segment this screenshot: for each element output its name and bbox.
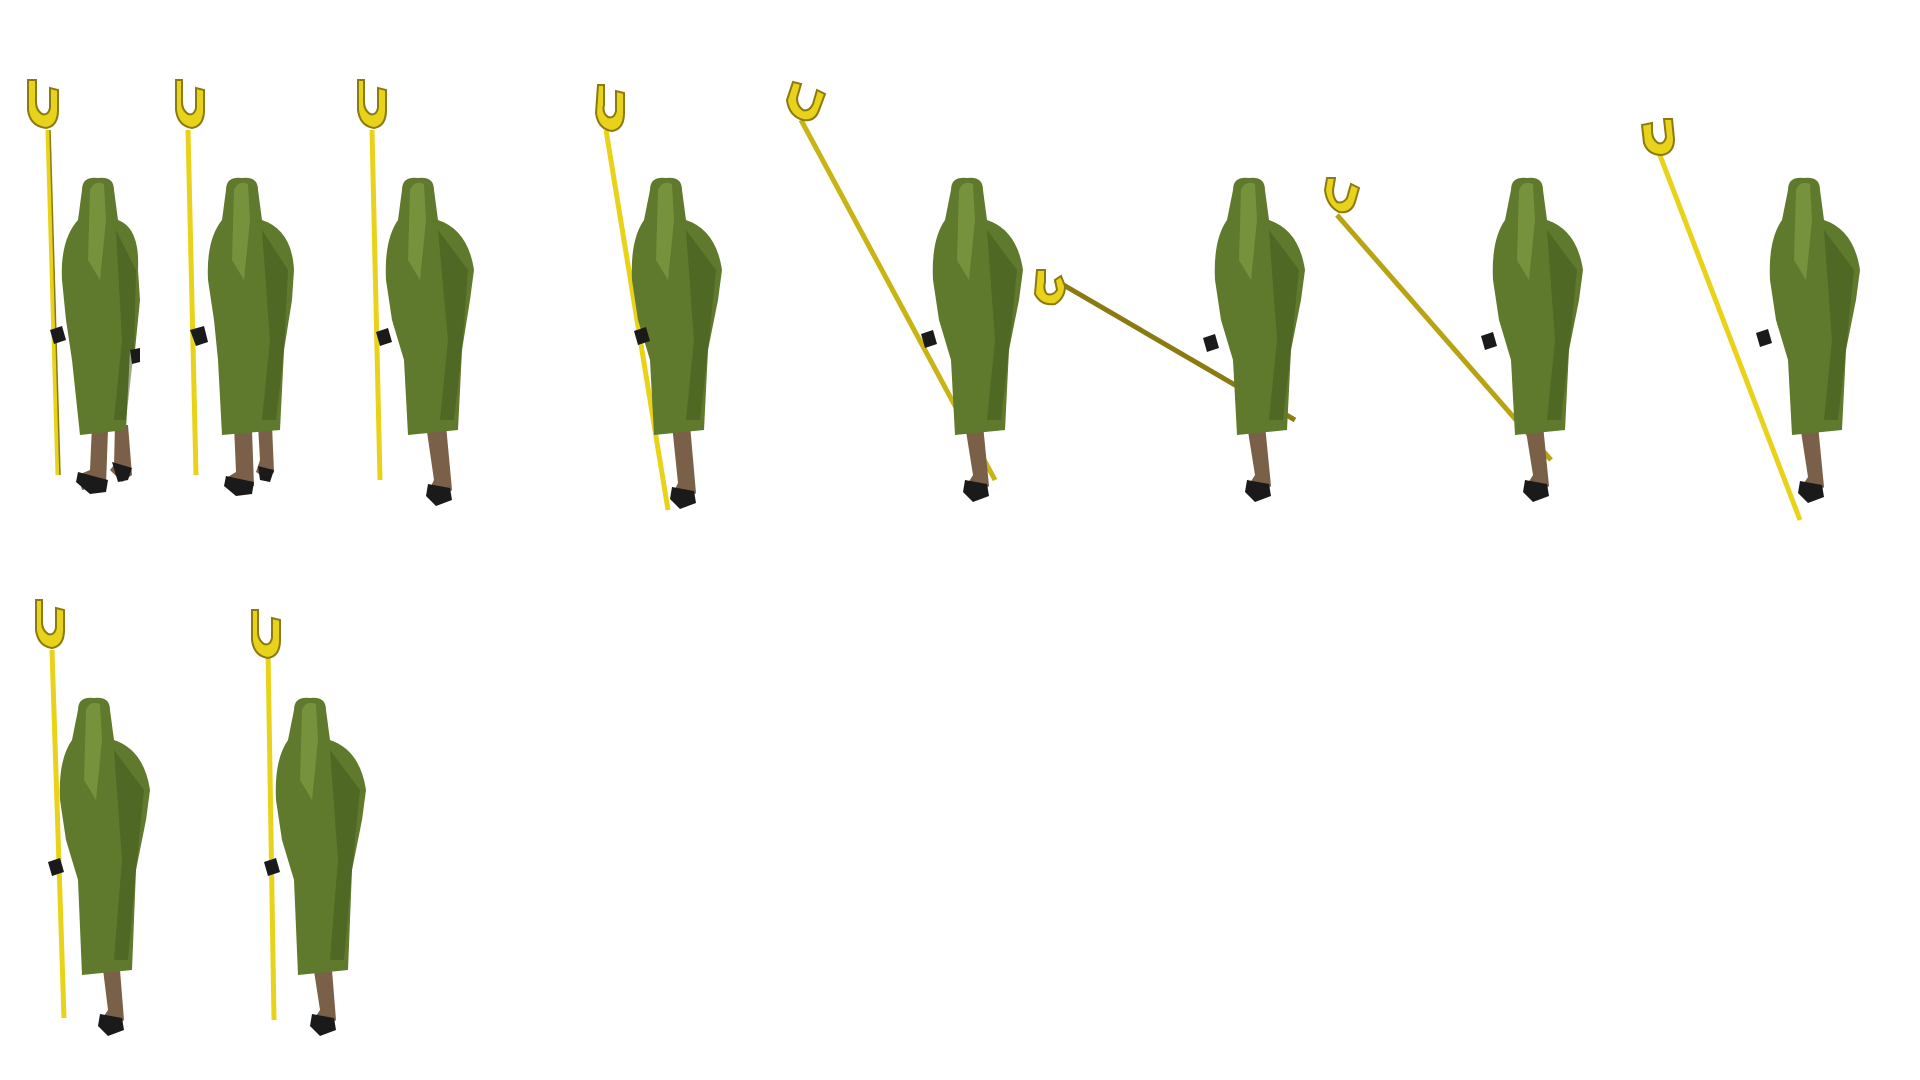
sprite-frame-6	[1033, 80, 1305, 540]
hooded-figure-sprite	[35, 599, 150, 1036]
hooded-figure-sprite	[251, 609, 366, 1036]
staff	[357, 79, 387, 481]
sprite-frame-7	[1323, 80, 1583, 540]
figure	[1203, 177, 1305, 502]
figure	[190, 177, 294, 496]
staff	[594, 84, 671, 511]
sprite-frame-10	[251, 609, 480, 1070]
staff	[251, 609, 281, 1021]
figure	[921, 177, 1023, 502]
hooded-figure-sprite	[594, 84, 722, 511]
staff	[35, 599, 67, 1019]
figure	[48, 697, 150, 1036]
hooded-figure-sprite	[175, 79, 294, 496]
hooded-figure-sprite	[1323, 177, 1583, 502]
staff	[27, 79, 61, 476]
figure	[50, 177, 140, 494]
hooded-figure-sprite	[785, 80, 1023, 502]
figure	[1756, 177, 1860, 503]
sprite-frame-9	[20, 599, 230, 1060]
sprite-frame-8	[1640, 115, 1860, 575]
sprite-frame-5	[785, 80, 1023, 540]
hooded-figure-sprite	[1640, 118, 1860, 521]
sprite-frame-2	[175, 79, 406, 540]
figure	[1481, 177, 1583, 502]
staff	[175, 79, 205, 476]
figure	[631, 177, 722, 509]
hooded-figure-sprite	[357, 79, 474, 506]
sprite-frame-3	[357, 79, 588, 540]
sprite-frame-4	[578, 84, 788, 545]
sprite-frame-1	[10, 79, 220, 540]
hooded-figure-sprite	[1033, 177, 1305, 502]
figure	[264, 697, 366, 1036]
staff	[1640, 118, 1803, 521]
hooded-figure-sprite	[27, 79, 140, 494]
figure	[376, 177, 474, 506]
